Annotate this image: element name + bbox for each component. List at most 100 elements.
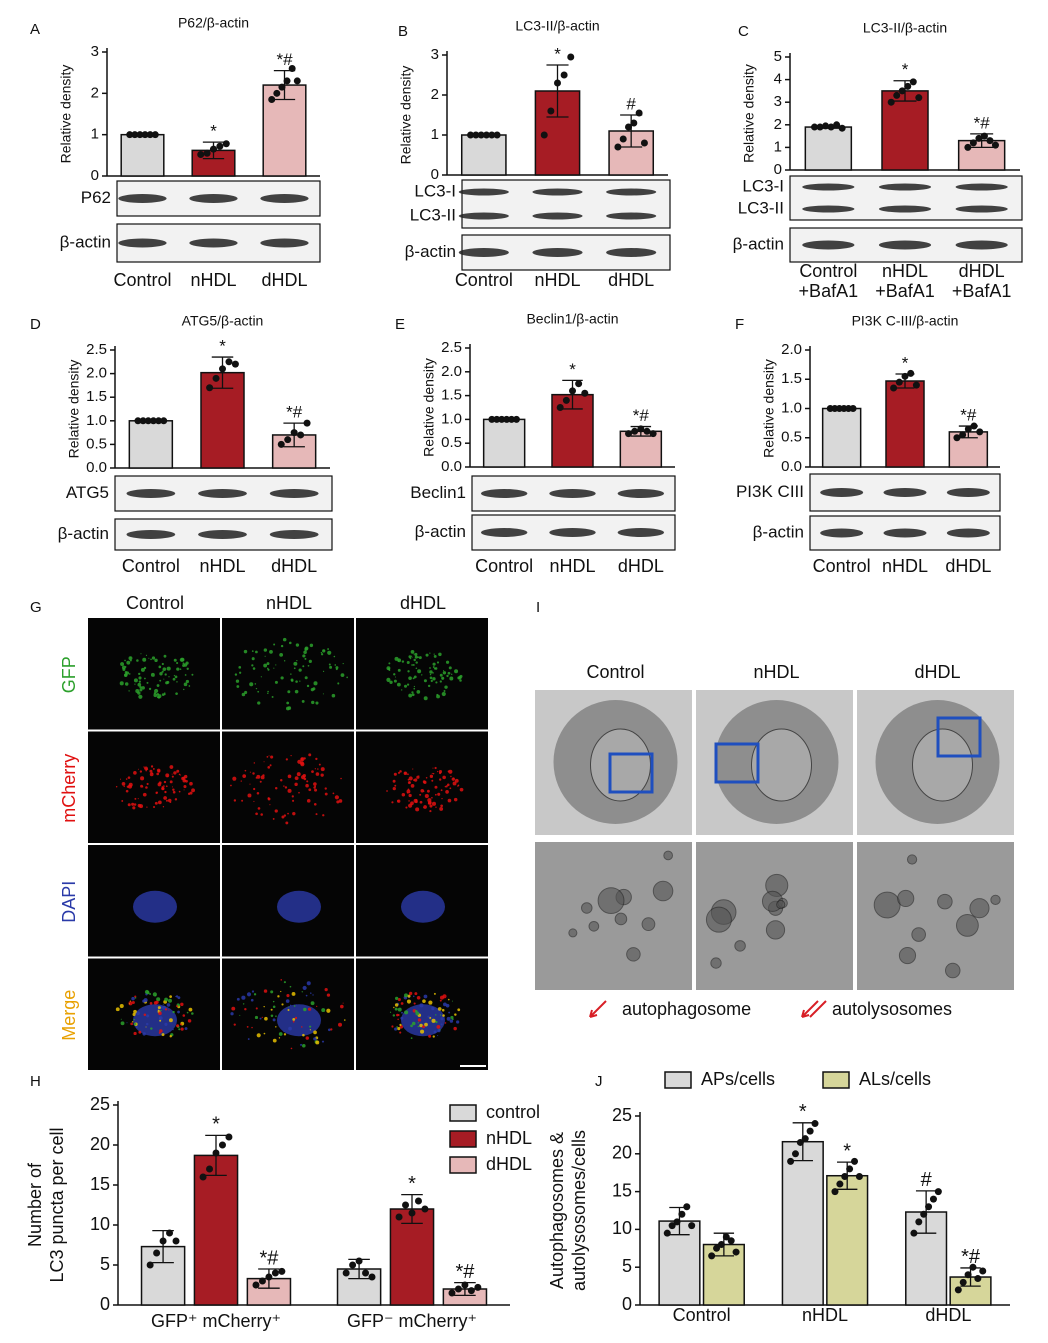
puncta: [422, 1025, 426, 1029]
puncta: [290, 678, 294, 682]
data-point: [614, 143, 622, 151]
puncta: [172, 1028, 174, 1031]
organelle: [945, 962, 961, 979]
puncta: [335, 668, 338, 671]
blot-band: [820, 488, 864, 497]
puncta: [138, 672, 141, 675]
puncta: [312, 687, 316, 691]
puncta: [409, 991, 413, 996]
y-axis-label: Number of: [25, 1162, 45, 1247]
puncta: [176, 667, 180, 671]
x-tick-label: nHDL: [882, 556, 928, 576]
nucleus: [401, 1004, 445, 1037]
puncta: [121, 782, 126, 786]
puncta: [411, 691, 414, 694]
puncta: [391, 801, 394, 804]
legend-arrow: [801, 1000, 819, 1018]
puncta: [176, 1024, 180, 1028]
x-tick-label: nHDL: [534, 270, 580, 290]
puncta: [304, 676, 308, 680]
data-point: [619, 135, 627, 143]
puncta: [176, 661, 179, 665]
data-point: [448, 1289, 456, 1297]
puncta: [342, 663, 344, 665]
puncta: [143, 1013, 147, 1016]
puncta: [446, 1016, 451, 1021]
data-point: [206, 384, 214, 392]
puncta: [124, 670, 128, 674]
data-point: [575, 380, 583, 388]
puncta: [161, 787, 165, 791]
puncta: [145, 786, 148, 789]
puncta: [394, 656, 399, 661]
legend-label: nHDL: [486, 1128, 532, 1148]
data-point: [277, 440, 285, 448]
puncta: [275, 1015, 277, 1017]
column-label: nHDL: [266, 593, 312, 613]
puncta: [125, 789, 129, 793]
puncta: [441, 691, 446, 697]
puncta: [313, 1037, 317, 1041]
data-point: [477, 131, 485, 139]
puncta: [447, 998, 450, 1001]
puncta: [290, 1047, 293, 1050]
puncta: [144, 677, 146, 680]
y-tick-label: 25: [612, 1105, 632, 1125]
data-point: [355, 1257, 363, 1265]
puncta: [413, 675, 417, 679]
y-tick-label: 5: [622, 1256, 632, 1276]
data-point: [467, 131, 475, 139]
puncta: [144, 766, 148, 771]
puncta: [315, 1040, 320, 1045]
puncta: [305, 1036, 309, 1040]
data-point: [493, 131, 501, 139]
puncta: [316, 1005, 318, 1007]
puncta: [247, 1038, 250, 1040]
puncta: [447, 798, 452, 803]
blot-label: LC3-II: [738, 198, 784, 217]
puncta: [427, 801, 432, 805]
puncta: [287, 1009, 290, 1012]
puncta: [306, 799, 311, 803]
y-tick-label: 5: [774, 48, 782, 65]
puncta: [183, 688, 185, 691]
significance: *#: [961, 1246, 981, 1268]
puncta: [133, 1022, 137, 1026]
puncta: [272, 1005, 276, 1009]
puncta: [292, 811, 296, 816]
puncta: [454, 778, 459, 783]
puncta: [255, 812, 258, 816]
puncta: [400, 1002, 404, 1005]
puncta: [174, 798, 178, 801]
data-point: [482, 131, 490, 139]
bar: [389, 1208, 435, 1306]
data-point: [408, 1209, 416, 1217]
puncta: [294, 689, 299, 694]
puncta: [338, 799, 343, 803]
puncta: [244, 690, 248, 695]
puncta: [420, 789, 425, 793]
data-point: [887, 98, 895, 106]
legend-label: control: [486, 1102, 540, 1122]
puncta: [140, 653, 142, 655]
data-point: [643, 427, 651, 435]
nucleus: [133, 1004, 177, 1037]
puncta: [450, 775, 452, 778]
puncta: [415, 667, 418, 670]
puncta: [182, 778, 187, 783]
puncta: [180, 1002, 184, 1007]
panel-letter: G: [30, 599, 42, 616]
puncta: [159, 672, 163, 676]
micrograph: [222, 731, 354, 843]
puncta: [420, 1029, 425, 1034]
puncta: [321, 1040, 325, 1043]
puncta: [439, 995, 444, 1000]
puncta: [451, 1018, 454, 1021]
data-point: [934, 1188, 942, 1196]
data-point: [959, 431, 967, 439]
puncta: [315, 757, 318, 761]
puncta: [441, 798, 443, 800]
data-point: [890, 384, 898, 392]
puncta: [396, 1026, 398, 1028]
puncta: [431, 801, 437, 806]
